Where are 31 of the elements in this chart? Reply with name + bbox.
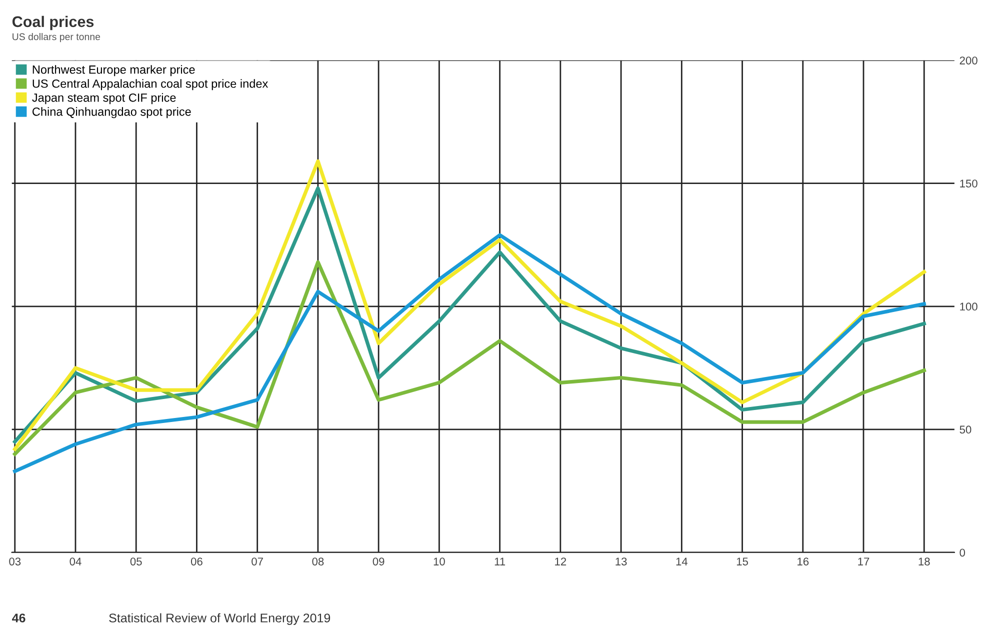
x-tick-label: 17 [858, 558, 870, 566]
x-tick-label: 04 [70, 558, 82, 566]
x-tick-label: 09 [372, 558, 384, 566]
x-tick-label: 15 [736, 558, 748, 566]
x-tick-label: 07 [252, 558, 263, 566]
legend-label: US Central Appalachian coal spot price index [32, 79, 268, 90]
text: Statistical Review of World Energy 2019 [109, 613, 330, 625]
x-tick-label: 10 [434, 558, 445, 566]
y-tick-label: 0 [960, 548, 966, 557]
line-series [13, 260, 926, 456]
line-series [13, 233, 926, 474]
y-tick-label: 100 [960, 302, 978, 311]
x-tick-label: 06 [190, 558, 202, 566]
chart-title: Coal prices [12, 16, 94, 30]
x-tick-label: 05 [130, 558, 142, 566]
x-tick-label: 14 [676, 558, 688, 566]
y-tick-label: 150 [960, 180, 978, 188]
x-tick-label: 12 [555, 558, 566, 566]
y-tick-label: 200 [960, 56, 978, 64]
legend-label: China Qinhuangdao spot price [32, 107, 191, 118]
y-tick-label: 50 [960, 426, 972, 434]
text: 46 [12, 614, 26, 622]
x-tick-label: 16 [798, 558, 809, 566]
x-tick-label: 13 [616, 558, 627, 566]
legend-label: Japan steam spot CIF price [32, 93, 176, 104]
x-tick-label: 11 [494, 558, 506, 566]
x-tick-label: 08 [312, 558, 324, 566]
x-tick-label: 18 [918, 558, 930, 566]
chart-subtitle: US dollars per tonne [12, 33, 100, 42]
legend-label: Northwest Europe marker price [32, 65, 195, 76]
x-tick-label: 03 [9, 558, 21, 566]
